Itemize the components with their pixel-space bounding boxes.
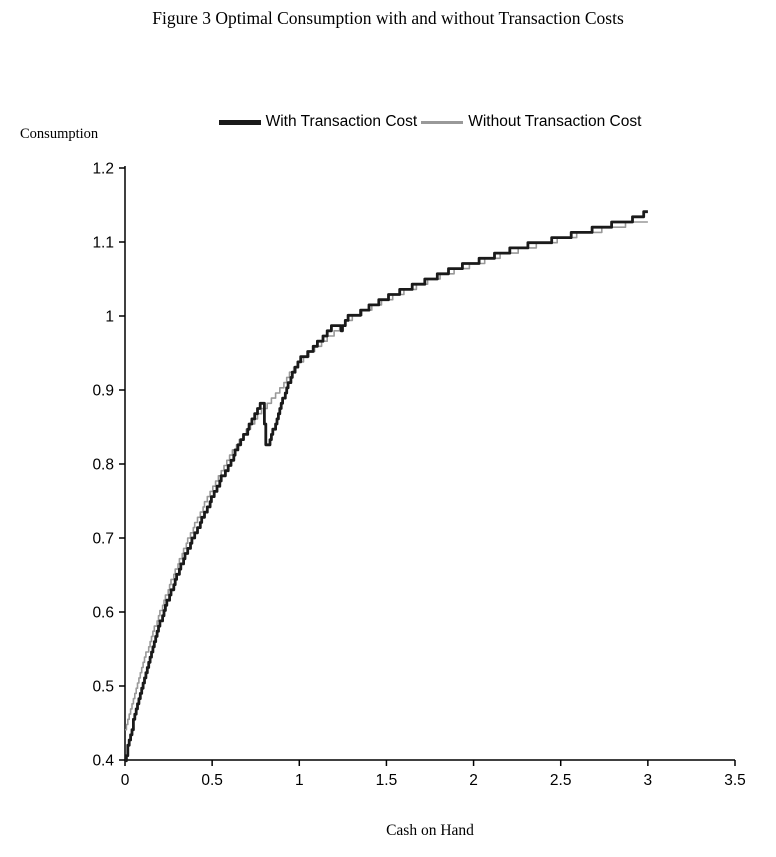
x-axis-title: Cash on Hand <box>386 822 474 839</box>
legend-item-with-transaction-cost: With Transaction Cost <box>218 113 418 131</box>
x-tick-label: 2 <box>469 772 478 789</box>
y-axis-title: Consumption <box>20 126 99 142</box>
y-tick-label: 1 <box>105 309 114 326</box>
series-line-with-transaction-cost <box>125 210 648 763</box>
legend-line-swatch-with <box>218 119 261 125</box>
chart-legend: With Transaction Cost Without Transactio… <box>125 111 735 133</box>
x-tick-label: 1.5 <box>376 772 398 789</box>
x-tick-label: 1 <box>295 772 304 789</box>
y-tick-label: 1.2 <box>92 161 114 178</box>
legend-line-swatch-without <box>421 120 464 124</box>
y-tick-label: 0.8 <box>92 457 114 474</box>
x-tick-label: 3.5 <box>724 772 746 789</box>
chart-title: Figure 3 Optimal Consumption with and wi… <box>152 8 624 28</box>
x-tick-label: 3 <box>644 772 653 789</box>
legend-label-with: With Transaction Cost <box>265 113 418 130</box>
x-tick-label: 0.5 <box>201 772 223 789</box>
legend-label-without: Without Transaction Cost <box>468 113 642 130</box>
y-tick-label: 0.9 <box>92 383 114 400</box>
y-tick-label: 0.5 <box>92 679 114 696</box>
x-tick-label: 0 <box>121 772 130 789</box>
y-tick-label: 0.6 <box>92 605 114 622</box>
y-tick-label: 0.7 <box>92 531 114 548</box>
y-tick-label: 1.1 <box>92 235 114 252</box>
y-tick-label: 0.4 <box>92 753 114 770</box>
series-line-without-transaction-cost <box>125 221 648 731</box>
legend-item-without-transaction-cost: Without Transaction Cost <box>421 113 641 131</box>
x-tick-label: 2.5 <box>550 772 572 789</box>
